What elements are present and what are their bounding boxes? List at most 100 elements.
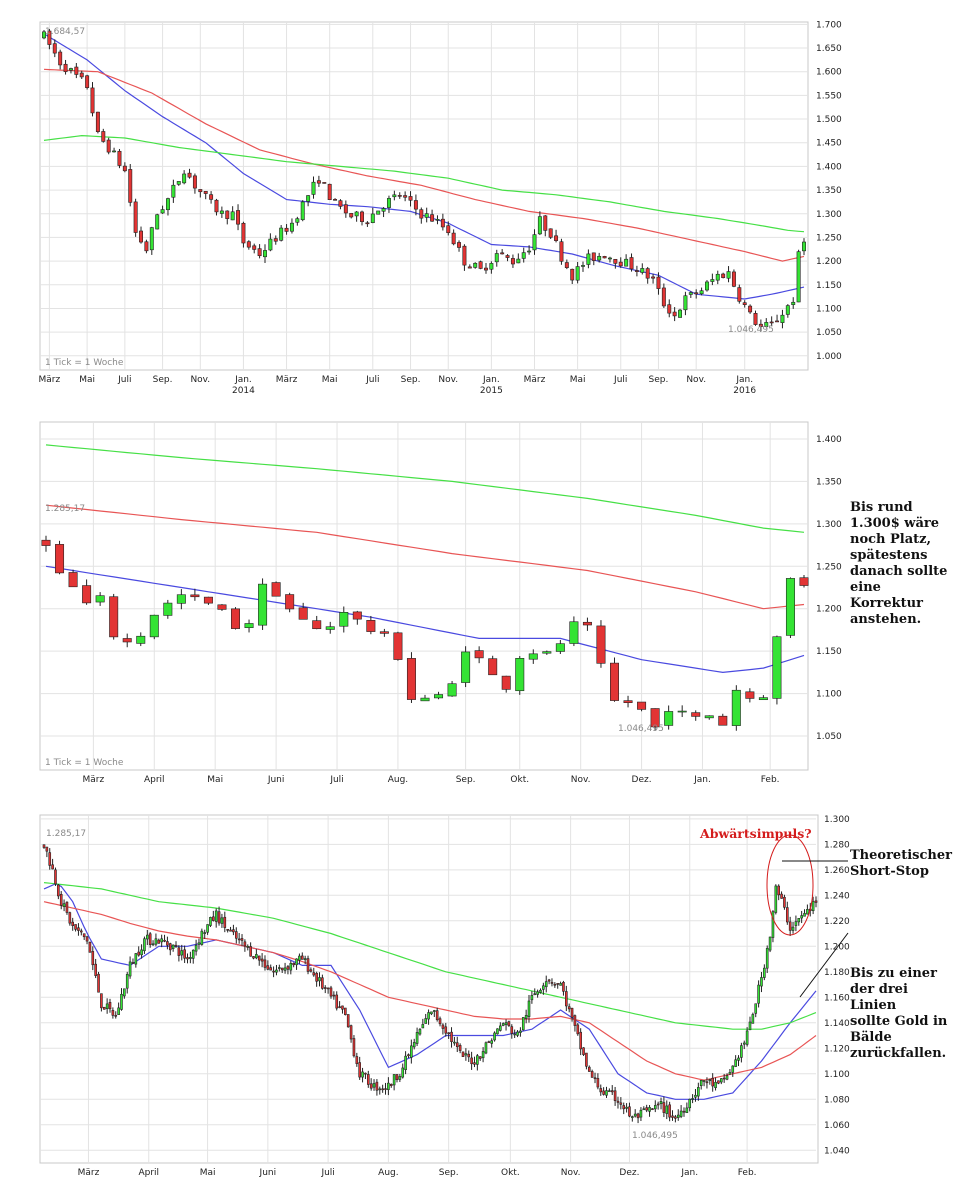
candle (708, 1078, 712, 1085)
candle (607, 256, 612, 263)
y-tick-label: 1.250 (816, 562, 842, 572)
candle (48, 848, 52, 870)
candle (335, 991, 339, 1011)
candle (80, 928, 83, 936)
candle (671, 1110, 674, 1121)
x-tick-label: Sep. (153, 375, 173, 385)
candle (209, 191, 214, 204)
candle (100, 993, 103, 1012)
candle (444, 1022, 448, 1037)
candle (376, 210, 381, 215)
candle (573, 1014, 577, 1032)
chart-daily-1y: 1.3001.2801.2601.2401.2201.2001.1801.160… (39, 814, 850, 1178)
y-tick-label: 1.220 (824, 917, 850, 927)
candle (504, 1019, 508, 1031)
x-tick-label: Okt. (501, 1168, 520, 1178)
note-room-to-1300: Bis rund 1.300$ wäre noch Platz, spätest… (850, 500, 948, 627)
candle (344, 1007, 347, 1016)
candle (51, 858, 54, 870)
candle (68, 911, 72, 926)
candle (672, 307, 677, 322)
candle (679, 1105, 683, 1119)
candle (721, 272, 726, 279)
y-tick-label: 1.300 (816, 520, 842, 530)
candle (446, 221, 451, 236)
candle (704, 715, 714, 720)
candle (623, 695, 633, 708)
candle (381, 1084, 384, 1093)
candle (166, 197, 170, 216)
candle (230, 206, 235, 221)
candle (108, 998, 112, 1013)
candle (312, 967, 316, 977)
candle (554, 229, 559, 243)
candle (192, 173, 197, 194)
candle (420, 694, 430, 702)
candle (494, 249, 499, 267)
candle (386, 195, 391, 213)
y-tick-label: 1.150 (816, 647, 842, 657)
candle (182, 170, 187, 185)
candle (691, 710, 701, 721)
candle (745, 1027, 749, 1047)
candle (473, 1056, 476, 1068)
candle (392, 190, 397, 201)
candle (144, 239, 149, 254)
candle (740, 1042, 743, 1063)
candle (440, 213, 445, 231)
candle (745, 688, 755, 703)
candle (581, 261, 585, 272)
candle (645, 1104, 648, 1113)
x-tick-label: Juli (329, 775, 343, 785)
candle (214, 198, 219, 216)
candle (593, 1072, 597, 1084)
candle (341, 1005, 344, 1014)
x-tick-label: Mai (207, 775, 223, 785)
candle (596, 1073, 600, 1090)
candle (622, 1102, 626, 1115)
candle (780, 891, 783, 899)
candle (171, 179, 176, 203)
candle (389, 1083, 393, 1088)
candle (667, 299, 672, 318)
x-tick-label: Juni (259, 1168, 277, 1178)
candle (122, 162, 127, 173)
candle (260, 953, 264, 968)
candle (645, 266, 650, 284)
candle (338, 1001, 341, 1009)
candle (128, 956, 132, 979)
candle (650, 708, 660, 731)
candle (774, 884, 778, 915)
candle (408, 191, 413, 207)
candle (653, 1100, 657, 1113)
candle (521, 247, 526, 263)
candle (45, 846, 49, 858)
candle (369, 1078, 373, 1091)
candle (683, 291, 688, 316)
candle (676, 1109, 680, 1121)
candle (326, 987, 330, 994)
low-label: 1.046,495 (632, 1131, 678, 1141)
candle (536, 989, 539, 998)
candle (189, 951, 192, 964)
ma-line-slow (45, 444, 805, 533)
candle (539, 988, 542, 994)
candle (699, 1080, 703, 1090)
candle (424, 1013, 427, 1024)
candle (206, 924, 209, 935)
candle (112, 147, 117, 153)
candle (214, 908, 218, 928)
high-label: 1.285,17 (45, 504, 85, 514)
candle (123, 988, 126, 999)
candle (395, 1074, 399, 1083)
x-tick-label: Dez. (619, 1168, 639, 1178)
candle (556, 983, 560, 989)
candle (303, 955, 307, 965)
candle (688, 1098, 692, 1112)
y-tick-label: 1.650 (816, 44, 842, 54)
x-tick-label: Juli (117, 375, 131, 385)
candle (791, 921, 795, 934)
candle (273, 235, 278, 245)
candle (68, 67, 73, 74)
candle (163, 599, 173, 619)
